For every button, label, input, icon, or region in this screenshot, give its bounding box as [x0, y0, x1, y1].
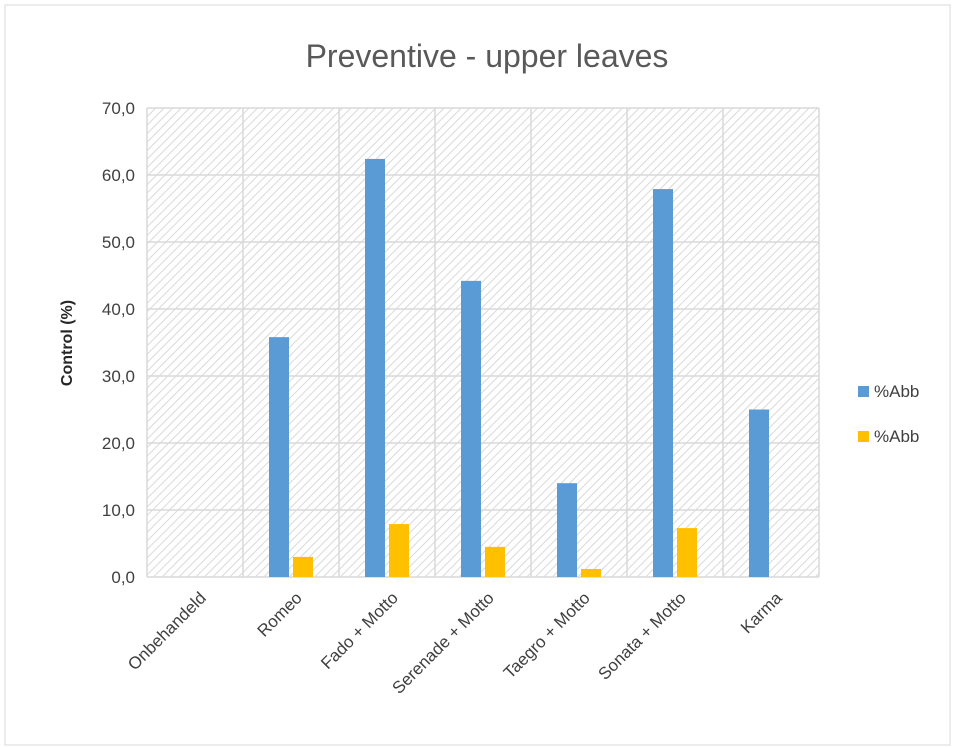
x-category-label: Romeo: [254, 588, 306, 640]
bar-series-1: [653, 189, 673, 577]
y-axis-title: Control (%): [59, 300, 76, 386]
bar-series-1: [461, 280, 481, 577]
bar-series-1: [749, 409, 769, 577]
y-tick-label: 40,0: [102, 300, 135, 319]
bar-series-2: [293, 556, 313, 577]
y-tick-label: 0,0: [111, 568, 135, 587]
bar-series-2: [677, 528, 697, 577]
bar-series-2: [485, 546, 505, 577]
y-tick-label: 70,0: [102, 99, 135, 118]
legend-label: %Abb: [874, 427, 919, 446]
chart-title: Preventive - upper leaves: [306, 38, 669, 74]
bar-series-1: [365, 158, 385, 578]
x-category-label: Sonata + Motto: [595, 588, 690, 683]
bar-series-1: [269, 337, 289, 577]
x-category-label: Taegro + Motto: [500, 588, 594, 682]
bar-series-2: [389, 524, 409, 577]
x-category-label: Onbehandeld: [124, 588, 210, 674]
legend-label: %Abb: [874, 382, 919, 401]
x-category-label: Karma: [737, 588, 786, 637]
x-category-label: Serenade + Motto: [388, 588, 497, 697]
legend-swatch: [858, 431, 869, 442]
x-category-label: Fado + Motto: [317, 588, 402, 673]
y-tick-label: 10,0: [102, 501, 135, 520]
y-tick-label: 30,0: [102, 367, 135, 386]
legend-swatch: [858, 386, 869, 397]
bar-series-1: [557, 483, 577, 577]
chart-border: [4, 4, 951, 746]
bar-series-2: [581, 568, 601, 577]
legend: %Abb %Abb: [858, 382, 919, 446]
y-tick-label: 20,0: [102, 434, 135, 453]
plot-background: [147, 108, 819, 577]
plot-area: 0,0 10,0 20,0 30,0 40,0 50,0 60,0 70,0 Onbehande…: [102, 99, 820, 698]
y-tick-label: 60,0: [102, 166, 135, 185]
y-tick-label: 50,0: [102, 233, 135, 252]
